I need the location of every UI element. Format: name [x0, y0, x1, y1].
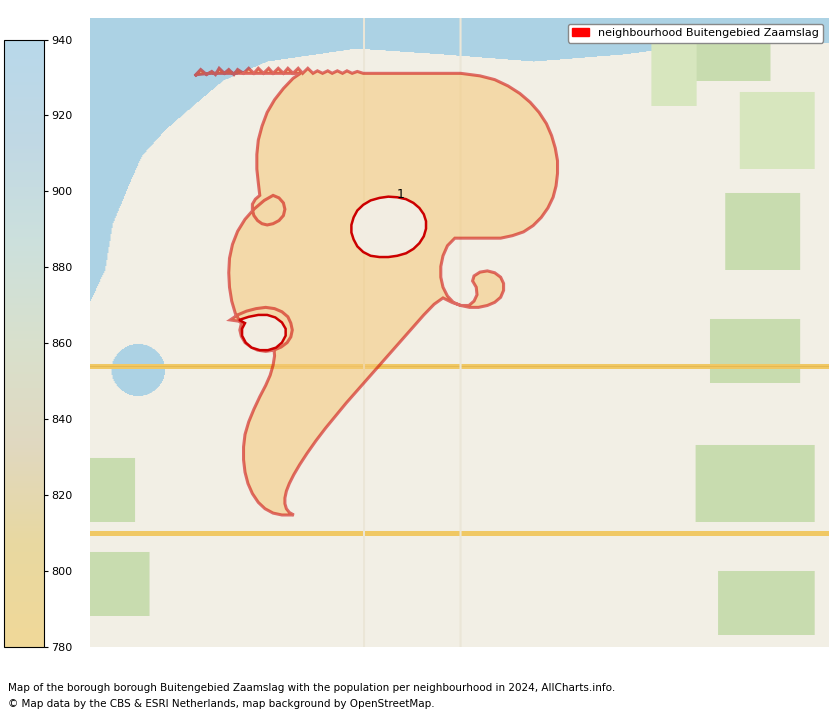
Polygon shape: [351, 197, 426, 257]
Text: © Map data by the CBS & ESRI Netherlands, map background by OpenStreetMap.: © Map data by the CBS & ESRI Netherlands…: [8, 699, 435, 709]
Polygon shape: [239, 315, 285, 350]
Text: 1: 1: [396, 188, 404, 201]
Polygon shape: [195, 68, 557, 515]
Legend: neighbourhood Buitengebied Zaamslag: neighbourhood Buitengebied Zaamslag: [567, 24, 823, 42]
Text: Map of the borough borough Buitengebied Zaamslag with the population per neighbo: Map of the borough borough Buitengebied …: [8, 683, 616, 693]
